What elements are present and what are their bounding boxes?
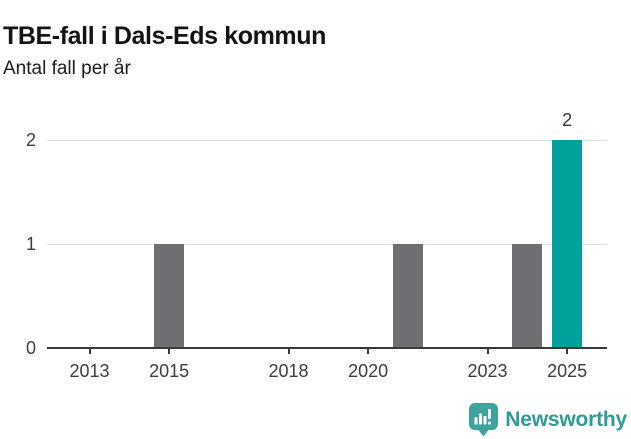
x-tick-2018 <box>287 349 290 354</box>
gridline-y1 <box>47 244 607 245</box>
newsworthy-logo-link[interactable]: Newsworthy <box>469 403 627 437</box>
newsworthy-logo-icon <box>469 403 499 437</box>
chart-subtitle: Antal fall per år <box>3 58 131 79</box>
y-tick-label-2: 2 <box>25 130 36 150</box>
x-tick-2013 <box>88 349 91 354</box>
x-tick-label-2015: 2015 <box>149 361 190 381</box>
chart-title: TBE-fall i Dals-Eds kommun <box>3 21 326 50</box>
gridline-y2 <box>47 140 607 141</box>
x-axis-line <box>47 347 607 349</box>
x-tick-2025 <box>566 349 569 354</box>
bar-2021 <box>392 244 423 348</box>
bar-2025 <box>552 140 583 348</box>
x-tick-2015 <box>168 349 171 354</box>
x-tick-label-2025: 2025 <box>547 361 588 381</box>
bar-2024 <box>512 244 543 348</box>
x-tick-label-2013: 2013 <box>69 361 110 381</box>
x-tick-label-2023: 2023 <box>467 361 508 381</box>
y-tick-label-0: 0 <box>25 338 36 358</box>
data-label-2025: 2 <box>562 110 573 130</box>
x-tick-2020 <box>367 349 370 354</box>
bar-2015 <box>154 244 185 348</box>
x-tick-2023 <box>486 349 489 354</box>
y-tick-label-1: 1 <box>25 234 36 254</box>
x-tick-label-2018: 2018 <box>268 361 309 381</box>
x-tick-label-2020: 2020 <box>348 361 389 381</box>
newsworthy-logo-text: Newsworthy <box>505 408 627 431</box>
